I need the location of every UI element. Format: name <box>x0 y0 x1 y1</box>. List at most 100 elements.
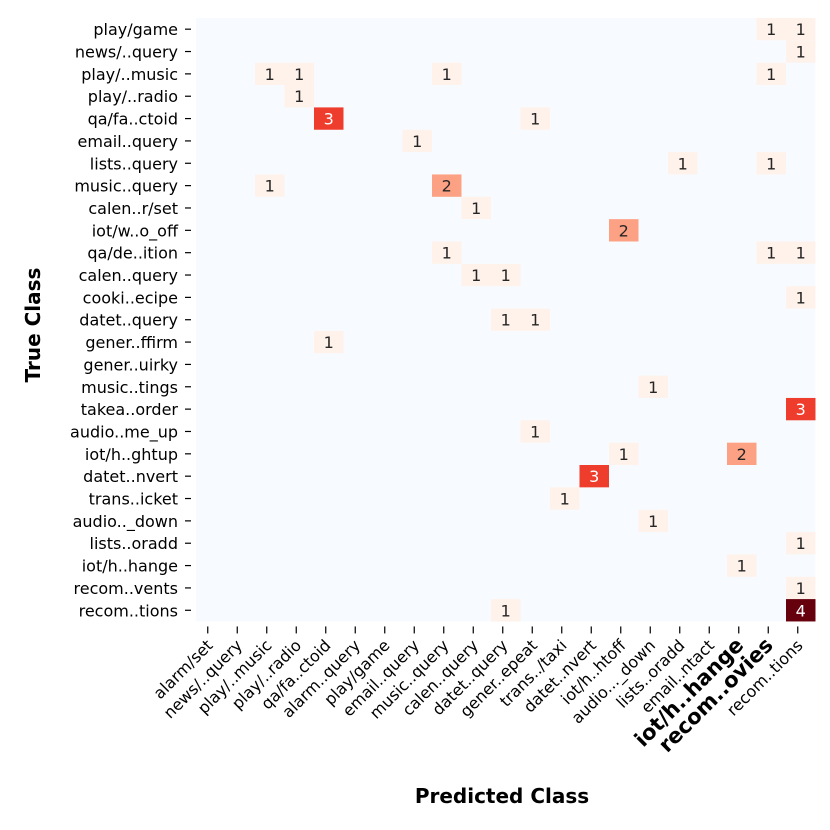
cell-value-label: 1 <box>265 177 275 196</box>
cell-value-label: 1 <box>648 512 658 531</box>
y-tick-label: iot/h..ghtup <box>85 445 178 464</box>
heatmap-cell <box>786 599 816 622</box>
cell-value-label: 1 <box>501 311 511 330</box>
heatmap-cell <box>461 196 491 220</box>
y-tick-label: play/..music <box>81 65 178 84</box>
cell-value-label: 3 <box>324 110 334 129</box>
heatmap-cell <box>255 62 285 86</box>
y-tick-label: iot/w..o_off <box>92 221 179 241</box>
heatmap-cell <box>668 152 698 175</box>
y-axis-title: True Class <box>21 268 45 383</box>
heatmap-cell <box>491 599 521 622</box>
heatmap-cell <box>756 152 786 175</box>
cell-value-label: 1 <box>796 244 806 263</box>
y-tick-label: audio.._down <box>73 512 178 532</box>
cell-value-label: 2 <box>737 445 747 464</box>
x-axis-title: Predicted Class <box>415 784 589 808</box>
cell-value-label: 1 <box>766 65 776 84</box>
y-tick-label: cooki..ecipe <box>83 288 178 307</box>
heatmap-cell <box>638 375 668 398</box>
heatmap-cell <box>284 85 314 108</box>
heatmap-cell <box>520 308 550 331</box>
heatmap-cell <box>609 219 639 242</box>
heatmap-cell <box>786 40 816 63</box>
y-tick-label: news/..query <box>75 43 178 62</box>
heatmap-cell <box>786 576 816 600</box>
cell-value-label: 1 <box>324 333 334 352</box>
heatmap-cell <box>432 241 462 264</box>
y-tick-label: gener..ffirm <box>85 333 178 352</box>
y-tick-label: qa/fa..ctoid <box>88 110 178 129</box>
y-tick-label: datet..query <box>79 311 178 330</box>
heatmap-cell <box>550 487 580 510</box>
heatmap-cell <box>432 62 462 86</box>
y-tick-label: trans..icket <box>89 490 178 509</box>
y-tick-label: lists..oradd <box>90 534 179 553</box>
cell-value-label: 1 <box>796 20 806 39</box>
heatmap-cell <box>520 420 550 443</box>
heatmap-cell <box>461 263 491 287</box>
cell-value-label: 2 <box>619 221 629 240</box>
cell-value-label: 1 <box>442 65 452 84</box>
cell-value-label: 1 <box>796 579 806 598</box>
heatmap-cell <box>638 509 668 533</box>
y-tick-label: play/game <box>93 20 178 39</box>
cell-value-label: 1 <box>412 132 422 151</box>
heatmap-cell <box>314 107 344 130</box>
heatmap-cell <box>756 18 786 41</box>
cell-value-label: 1 <box>471 199 481 218</box>
y-tick-label: calen..r/set <box>88 199 178 218</box>
cell-value-label: 1 <box>766 244 776 263</box>
cell-value-label: 1 <box>796 43 806 62</box>
y-tick-label: lists..query <box>90 154 178 173</box>
cell-value-label: 1 <box>619 445 629 464</box>
heatmap-cells <box>255 18 816 622</box>
heatmap-cell <box>579 465 609 488</box>
heatmap-cell <box>786 397 816 421</box>
heatmap-cell <box>314 330 344 354</box>
heatmap-cell <box>255 174 285 197</box>
cell-value-label: 1 <box>294 65 304 84</box>
y-tick-label: audio..me_up <box>70 422 178 442</box>
heatmap-cell <box>727 554 757 577</box>
cell-value-label: 1 <box>766 154 776 173</box>
y-tick-label: play/..radio <box>88 87 178 106</box>
x-axis-ticks: alarm/setnews/..queryplay/..musicplay/..… <box>150 626 807 757</box>
cell-value-label: 4 <box>796 601 806 620</box>
cell-value-label: 1 <box>471 266 481 285</box>
y-axis-ticks: play/game news/..query play/..music play/..… <box>70 20 191 620</box>
cell-value-label: 1 <box>501 266 511 285</box>
cell-value-label: 1 <box>530 422 540 441</box>
cell-value-label: 3 <box>796 400 806 419</box>
heatmap-cell <box>727 442 757 465</box>
heatmap-cell <box>520 107 550 130</box>
y-tick-label: gener..uirky <box>83 355 178 374</box>
cell-value-label: 1 <box>442 244 452 263</box>
heatmap-cell <box>491 308 521 331</box>
heatmap-cell <box>402 129 432 153</box>
heatmap-cell <box>786 286 816 309</box>
cell-value-label: 1 <box>294 87 304 106</box>
y-tick-label: recom..vents <box>74 579 178 598</box>
y-tick-label: iot/h..hange <box>82 557 178 576</box>
y-tick-label: takea..order <box>81 400 179 419</box>
y-tick-label: recom..tions <box>79 601 178 620</box>
cell-value-label: 1 <box>530 110 540 129</box>
heatmap-cell <box>786 18 816 41</box>
y-tick-label: calen..query <box>79 266 178 285</box>
heatmap-cell <box>786 532 816 555</box>
cell-value-label: 1 <box>501 601 511 620</box>
cell-value-label: 1 <box>796 288 806 307</box>
cell-value-label: 1 <box>796 534 806 553</box>
heatmap-cell <box>756 241 786 264</box>
cell-value-label: 1 <box>766 20 776 39</box>
heatmap-cell <box>756 62 786 86</box>
cell-value-label: 2 <box>442 177 452 196</box>
cell-value-label: 3 <box>589 467 599 486</box>
heatmap-cell <box>432 174 462 197</box>
cell-value-label: 1 <box>560 490 570 509</box>
y-tick-label: music..tings <box>81 378 178 397</box>
cell-value-label: 1 <box>648 378 658 397</box>
